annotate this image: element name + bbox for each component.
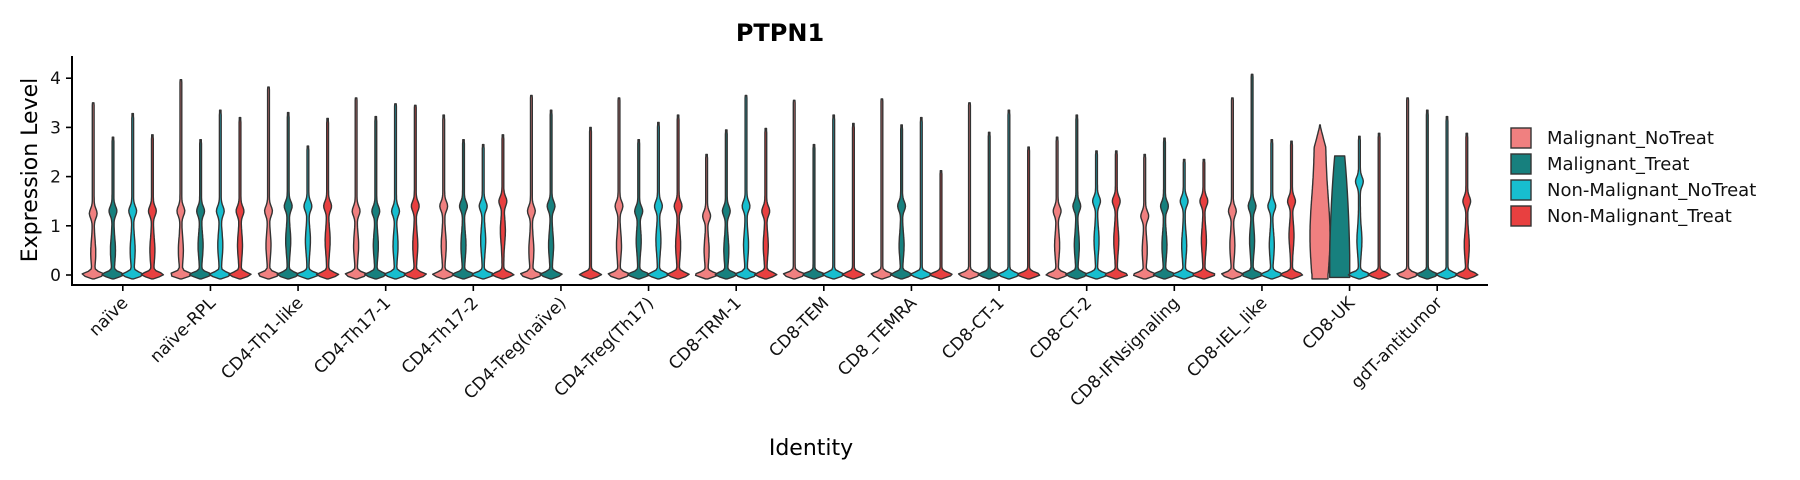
violin-Malignant_NoTreat <box>257 86 280 280</box>
violin-Non-Malignant_Treat <box>1192 158 1216 280</box>
violin-Malignant_Treat <box>1065 114 1089 280</box>
x-tick-label: CD4-Th17-2 <box>398 293 483 378</box>
violin-Non-Malignant_Treat <box>1016 146 1041 280</box>
violin-Malignant_NoTreat <box>344 97 368 280</box>
violin-Malignant_Treat <box>1242 73 1262 280</box>
chart-title: PTPN1 <box>736 19 824 47</box>
violin-Malignant_NoTreat <box>870 98 894 280</box>
x-tick-label: CD8-TEM <box>765 293 833 361</box>
violin-Non-Malignant_Treat <box>1279 140 1304 280</box>
violin-Non-Malignant_NoTreat <box>646 121 671 280</box>
violin-Non-Malignant_NoTreat <box>1435 115 1459 280</box>
x-tick-label: CD8-CT-1 <box>938 293 1008 363</box>
violin-Malignant_NoTreat <box>607 97 631 280</box>
violin-Non-Malignant_Treat <box>315 117 340 280</box>
legend-label: Malignant_Treat <box>1547 154 1689 175</box>
violin-Non-Malignant_NoTreat <box>471 143 495 280</box>
x-tick-label: CD8_TEMRA <box>834 293 921 380</box>
violin-Malignant_Treat <box>627 139 651 280</box>
legend: Malignant_NoTreat Malignant_Treat Non-Mali… <box>1510 127 1756 227</box>
violin-Malignant_Treat <box>188 139 213 280</box>
violin-Non-Malignant_Treat <box>666 114 690 280</box>
legend-swatch <box>1510 153 1532 175</box>
violin-Non-Malignant_NoTreat <box>1260 139 1284 280</box>
y-tick-label: 0 <box>50 266 61 286</box>
violin-Malignant_NoTreat <box>957 102 981 280</box>
violin-Non-Malignant_NoTreat <box>1347 135 1372 280</box>
x-tick-label: CD8-CT-2 <box>1026 293 1096 363</box>
y-tick-label: 2 <box>50 168 61 188</box>
x-tick-label: naïve-RPL <box>146 293 220 367</box>
violin-Malignant_NoTreat <box>81 102 105 280</box>
violin-Malignant_Treat <box>1152 137 1177 280</box>
y-tick-label: 1 <box>50 217 61 237</box>
x-tick-label: CD8-IEL_like <box>1183 293 1271 381</box>
violin-Non-Malignant_NoTreat <box>997 109 1021 280</box>
violin-Malignant_Treat <box>364 115 388 280</box>
legend-label: Non-Malignant_Treat <box>1547 206 1732 227</box>
y-tick-label: 3 <box>50 118 61 138</box>
x-tick-label: naïve <box>85 293 132 340</box>
violin-Malignant_NoTreat <box>520 94 543 280</box>
plot-area <box>81 73 1479 280</box>
violin-Non-Malignant_Treat <box>140 134 165 280</box>
violin-Non-Malignant_NoTreat <box>296 145 320 280</box>
legend-label: Non-Malignant_NoTreat <box>1547 180 1756 201</box>
x-tick-label: CD4-Th17-1 <box>310 293 395 378</box>
x-tick-label: gdT-antitumor <box>1347 293 1446 392</box>
violin-Malignant_NoTreat <box>782 99 806 280</box>
violin-Non-Malignant_Treat <box>578 126 603 280</box>
violin-Malignant_Treat <box>714 129 738 280</box>
violin-Malignant_Treat <box>977 131 1001 280</box>
violin-Malignant_NoTreat <box>694 153 719 280</box>
violin-Malignant_NoTreat <box>1309 124 1331 280</box>
violin-Malignant_Treat <box>1329 155 1351 279</box>
y-axis-label: Expression Level <box>18 78 43 263</box>
violin-Non-Malignant_Treat <box>1455 132 1479 280</box>
violin-Non-Malignant_Treat <box>929 170 953 280</box>
y-tick-label: 4 <box>50 69 61 89</box>
violin-Malignant_Treat <box>889 124 914 280</box>
legend-swatch <box>1510 179 1532 201</box>
violin-Non-Malignant_NoTreat <box>121 112 145 280</box>
violin-Non-Malignant_NoTreat <box>734 94 758 280</box>
violin-Malignant_Treat <box>1415 109 1439 280</box>
legend-swatch <box>1510 205 1532 227</box>
violin-Non-Malignant_Treat <box>754 127 778 280</box>
violin-Malignant_Treat <box>276 111 300 280</box>
violin-Malignant_Treat <box>451 139 476 280</box>
violin-Non-Malignant_NoTreat <box>909 116 933 280</box>
violin-Malignant_Treat <box>802 143 826 280</box>
violin-Non-Malignant_NoTreat <box>208 109 232 280</box>
legend-label: Malignant_NoTreat <box>1547 128 1714 149</box>
violin-Malignant_NoTreat <box>1396 97 1419 280</box>
x-axis-label: Identity <box>769 436 853 461</box>
violin-Malignant_NoTreat <box>1133 153 1157 280</box>
violin-Non-Malignant_NoTreat <box>822 114 846 280</box>
violin-Malignant_NoTreat <box>432 114 456 280</box>
x-tick-label: CD8-UK <box>1299 293 1360 354</box>
violin-Non-Malignant_NoTreat <box>383 103 408 280</box>
violin-Non-Malignant_Treat <box>1104 150 1128 280</box>
violin-Malignant_NoTreat <box>170 79 192 280</box>
violin-Non-Malignant_Treat <box>403 104 427 280</box>
violin-Malignant_NoTreat <box>1221 97 1244 280</box>
violin-Non-Malignant_Treat <box>491 134 515 280</box>
x-tick-label: CD4-Th1-like <box>217 293 307 383</box>
violin-Non-Malignant_Treat <box>841 122 866 280</box>
y-axis: 0 1 2 3 4 <box>50 69 72 286</box>
violin-Malignant_Treat <box>539 109 563 280</box>
violin-Malignant_Treat <box>101 136 125 280</box>
violin-Non-Malignant_Treat <box>1367 132 1391 280</box>
legend-swatch <box>1510 127 1532 149</box>
violin-Non-Malignant_Treat <box>228 116 252 280</box>
violin-Non-Malignant_NoTreat <box>1172 158 1196 280</box>
violin-Non-Malignant_NoTreat <box>1084 150 1109 280</box>
x-tick-label: CD8-TRM-1 <box>665 293 746 374</box>
violin-Malignant_NoTreat <box>1045 136 1069 280</box>
